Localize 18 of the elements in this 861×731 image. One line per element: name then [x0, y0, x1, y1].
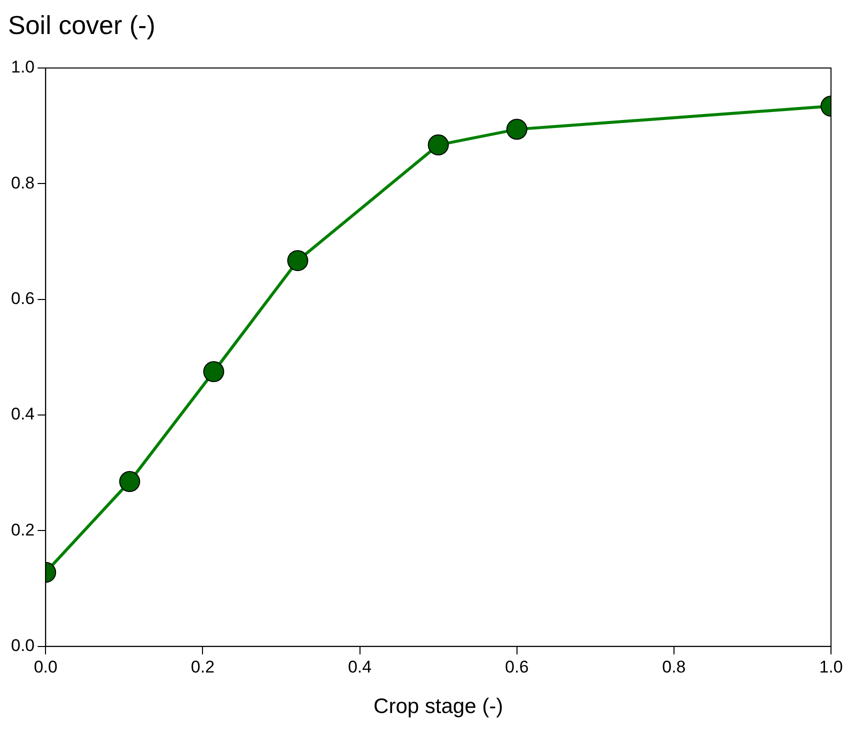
x-axis-title: Crop stage (-) [374, 695, 504, 718]
x-tick-label: 0.4 [348, 657, 372, 676]
y-tick-label: 0.2 [10, 520, 35, 540]
point [119, 471, 140, 492]
x-tick-label: 0.6 [505, 657, 529, 676]
x-tick-label: 0.0 [34, 657, 58, 676]
point [287, 250, 308, 272]
y-tick-label: 1.0 [10, 58, 35, 77]
x-tick-label: 0.2 [190, 657, 215, 676]
y-tick-label: 0.6 [10, 289, 35, 308]
x-tick-label: 1.0 [819, 657, 843, 676]
point [428, 134, 449, 156]
point [203, 361, 224, 382]
y-axis-title: Soil cover (-) [8, 9, 156, 42]
y-tick-label: 0.4 [10, 404, 35, 424]
x-tick-label: 0.8 [662, 657, 686, 676]
y-tick-label: 0.8 [10, 173, 35, 192]
y-tick-label: 0.0 [10, 636, 35, 656]
